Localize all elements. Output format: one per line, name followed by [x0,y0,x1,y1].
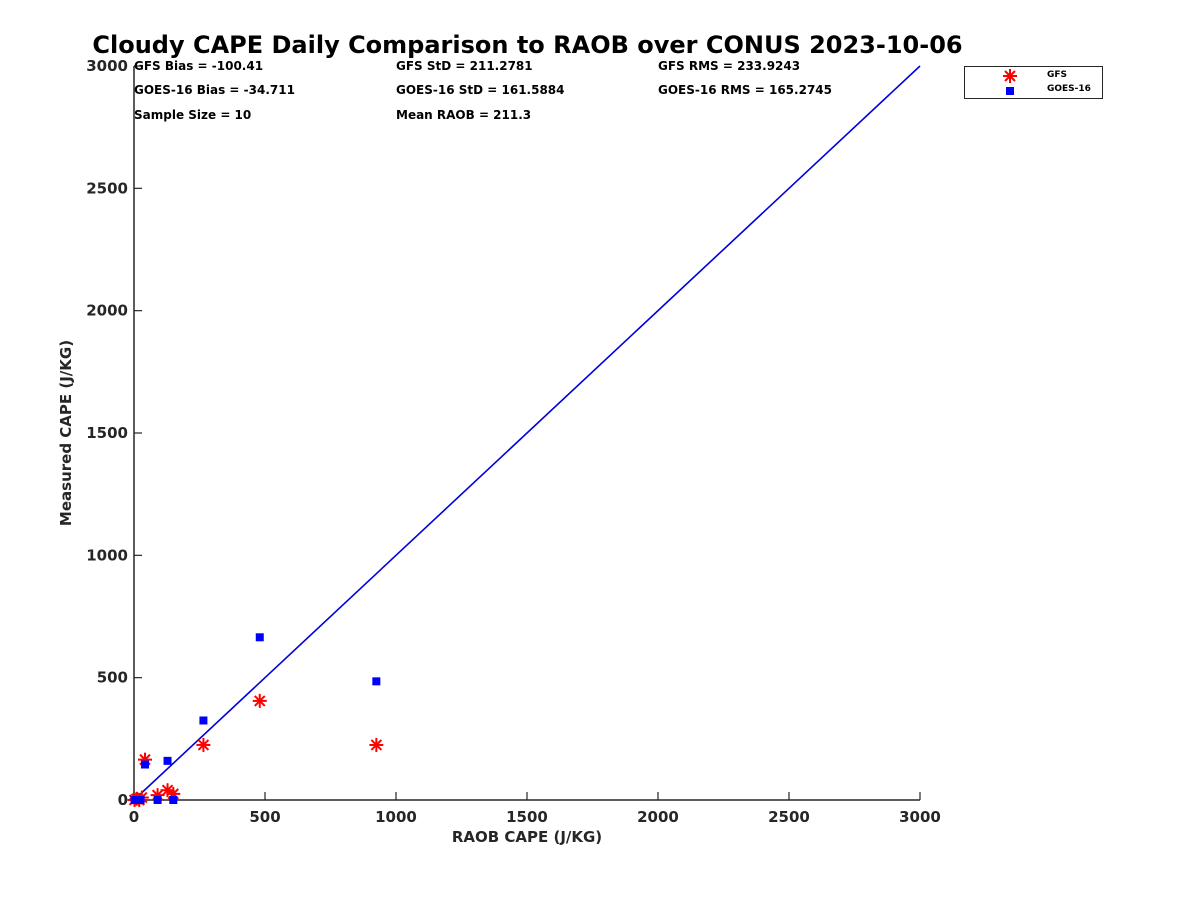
y-tick-label-500: 500 [97,669,128,687]
legend-goes-label: GOES-16 [1047,84,1091,94]
reference-line-group [133,65,921,801]
goes-16-point-2 [136,796,145,804]
goes-16-point-4 [153,796,162,804]
mean-raob-stat: Mean RAOB = 211.3 [396,108,532,122]
chart-title: Cloudy CAPE Daily Comparison to RAOB ove… [92,31,963,59]
axis-ticks: 0 500 1000 1500 2000 2500 3000 0 500 1000 1500 2000… [86,57,941,826]
x-tick-label-1000: 1000 [375,808,417,826]
gfs-point-10 [369,737,384,752]
gfs-bias-stat: GFS Bias = -100.41 [134,59,264,73]
goes-16-point-6 [169,796,178,804]
y-tick-label-2500: 2500 [86,179,128,197]
gfs-std-stat: GFS StD = 211.2781 [396,59,533,73]
gfs-point-8 [196,737,211,752]
gfs-rms-stat: GFS RMS = 233.9243 [658,59,801,73]
x-tick-label-2500: 2500 [768,808,810,826]
x-tick-label-0: 0 [129,808,139,826]
goes-std-stat: GOES-16 StD = 161.5884 [396,83,565,97]
goes-rms-stat: GOES-16 RMS = 165.2745 [658,83,832,97]
chart-legend: GFS GOES-16 [964,66,1103,99]
goes-16-point-5 [163,756,172,765]
y-tick-label-2000: 2000 [86,302,128,320]
goes-16-point-3 [141,760,150,769]
x-tick-label-500: 500 [249,808,280,826]
legend-gfs-marker [1003,69,1017,83]
data-points [127,633,384,807]
y-tick-label-1000: 1000 [86,546,128,564]
y-tick-label-0: 0 [118,791,128,809]
x-axis-label: RAOB CAPE (J/KG) [452,828,602,846]
x-tick-label-2000: 2000 [637,808,679,826]
goes-16-point-7 [199,716,208,725]
x-tick-label-1500: 1500 [506,808,548,826]
y-tick-label-3000: 3000 [86,57,128,75]
goes-16-point-9 [372,677,381,686]
sample-size-stat: Sample Size = 10 [134,108,252,122]
goes-bias-stat: GOES-16 Bias = -34.711 [134,83,295,97]
y-axis-label: Measured CAPE (J/KG) [57,340,75,526]
legend-goes-marker [1006,87,1014,95]
y-tick-label-1500: 1500 [86,424,128,442]
legend-gfs-label: GFS [1047,70,1068,80]
x-tick-label-3000: 3000 [899,808,941,826]
one-to-one-line [133,65,921,801]
goes-16-point-8 [255,633,264,642]
gfs-point-9 [252,693,267,708]
